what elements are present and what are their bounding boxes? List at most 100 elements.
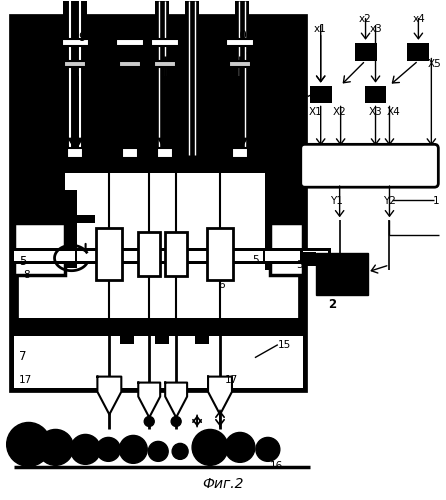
Text: 12: 12	[228, 108, 241, 118]
Bar	[165, 232, 187, 276]
Bar	[226, 38, 254, 46]
Text: 14: 14	[38, 120, 52, 130]
Circle shape	[192, 430, 228, 466]
Text: Y2: Y2	[384, 196, 396, 206]
Text: Y1: Y1	[330, 196, 343, 206]
Text: 6: 6	[218, 280, 225, 290]
Circle shape	[172, 444, 188, 460]
Bar	[303, 248, 330, 264]
Text: 2: 2	[328, 298, 336, 311]
Bar	[122, 148, 138, 158]
Text: 5: 5	[19, 255, 26, 268]
Bar	[120, 60, 141, 66]
Bar	[63, 1, 87, 160]
Bar	[151, 38, 179, 46]
Text: 15: 15	[278, 340, 291, 349]
Bar	[14, 318, 303, 336]
Text: 1: 1	[432, 196, 439, 206]
Bar	[270, 223, 303, 275]
Text: 16: 16	[270, 462, 283, 471]
Bar	[195, 336, 209, 344]
Bar	[14, 251, 75, 261]
Polygon shape	[69, 138, 83, 150]
Circle shape	[96, 438, 120, 462]
Bar	[364, 86, 387, 103]
Bar	[185, 1, 199, 160]
Bar	[62, 38, 89, 46]
Bar	[127, 76, 134, 140]
Bar	[134, 336, 155, 344]
Text: 4: 4	[23, 188, 30, 201]
Text: 7: 7	[19, 350, 26, 362]
Bar	[78, 251, 263, 261]
Bar	[138, 232, 160, 276]
Text: x3: x3	[370, 24, 382, 34]
Bar	[14, 18, 303, 388]
Text: 9: 9	[245, 48, 252, 62]
Polygon shape	[158, 138, 172, 150]
Text: 8: 8	[24, 270, 30, 280]
Bar	[66, 190, 78, 268]
Polygon shape	[123, 138, 137, 150]
Text: 3: 3	[296, 260, 302, 270]
Text: X2: X2	[333, 108, 347, 118]
Circle shape	[256, 438, 280, 462]
Text: 14: 14	[228, 120, 241, 130]
Bar	[14, 156, 66, 270]
Bar	[303, 252, 316, 266]
Circle shape	[37, 430, 74, 466]
Bar	[96, 228, 122, 280]
Bar	[237, 76, 244, 140]
Bar	[355, 42, 376, 60]
Bar	[155, 336, 169, 344]
Bar	[67, 148, 83, 158]
Bar	[265, 156, 303, 270]
Bar	[162, 76, 169, 140]
Bar	[265, 248, 303, 264]
Bar	[316, 253, 368, 295]
Text: X3: X3	[368, 108, 382, 118]
FancyBboxPatch shape	[301, 144, 438, 187]
Polygon shape	[97, 376, 121, 414]
Text: 10: 10	[233, 28, 248, 42]
Text: x4: x4	[413, 14, 425, 24]
Bar	[72, 76, 79, 140]
Polygon shape	[165, 382, 187, 418]
Bar	[14, 18, 303, 156]
Bar	[232, 148, 248, 158]
Circle shape	[7, 422, 50, 467]
Text: 11: 11	[19, 88, 32, 99]
Circle shape	[148, 442, 168, 462]
Circle shape	[225, 432, 255, 462]
Bar	[303, 251, 328, 261]
Bar	[155, 1, 169, 160]
Text: 5: 5	[252, 255, 259, 265]
Polygon shape	[138, 382, 160, 418]
Bar	[66, 215, 95, 223]
Bar	[408, 42, 429, 60]
Bar	[116, 38, 144, 46]
Polygon shape	[208, 376, 232, 414]
Bar	[169, 336, 195, 344]
Text: X5: X5	[427, 58, 441, 68]
Text: X1: X1	[309, 108, 322, 118]
Text: x1: x1	[314, 24, 326, 34]
Bar	[65, 60, 87, 66]
Text: X4: X4	[387, 108, 400, 118]
Bar	[120, 336, 134, 344]
Bar	[14, 248, 78, 264]
Text: Фиг.2: Фиг.2	[202, 477, 244, 491]
Text: 17: 17	[225, 374, 238, 384]
Polygon shape	[233, 138, 247, 150]
Text: 17: 17	[19, 374, 32, 384]
Circle shape	[120, 436, 147, 464]
Text: 9: 9	[78, 30, 86, 44]
Circle shape	[70, 434, 100, 464]
Text: 13: 13	[296, 90, 309, 101]
Circle shape	[144, 416, 154, 426]
Bar	[66, 173, 265, 268]
Circle shape	[171, 416, 181, 426]
Bar	[265, 251, 300, 261]
Bar	[310, 86, 332, 103]
Text: 12: 12	[38, 108, 52, 118]
